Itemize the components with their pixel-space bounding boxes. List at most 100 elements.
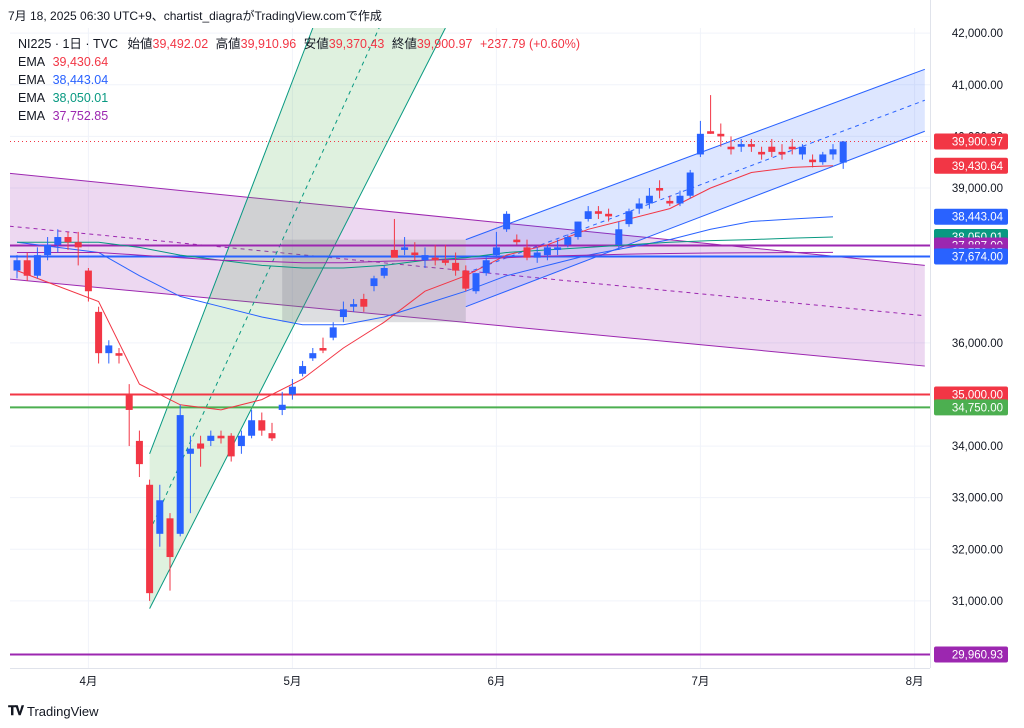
candle[interactable] bbox=[237, 435, 245, 447]
candle[interactable] bbox=[74, 242, 82, 248]
candle[interactable] bbox=[686, 172, 694, 196]
candle[interactable] bbox=[360, 298, 368, 307]
candle[interactable] bbox=[707, 131, 715, 134]
candle[interactable] bbox=[339, 309, 347, 318]
candle[interactable] bbox=[666, 200, 674, 204]
candle[interactable] bbox=[13, 260, 21, 271]
candle[interactable] bbox=[645, 195, 653, 204]
candle[interactable] bbox=[390, 249, 398, 258]
plot-area[interactable] bbox=[2, 28, 930, 668]
candle[interactable] bbox=[737, 144, 745, 147]
candle[interactable] bbox=[717, 133, 725, 137]
rising-blue-channel-upper-line[interactable] bbox=[465, 68, 925, 241]
candle[interactable] bbox=[207, 435, 215, 441]
candle[interactable] bbox=[105, 345, 113, 354]
price-label-badge[interactable] bbox=[934, 248, 1008, 265]
price-label-badge[interactable] bbox=[934, 157, 1008, 174]
ema-legend-row[interactable]: EMA 38,443.04 bbox=[18, 71, 584, 89]
candle[interactable] bbox=[33, 255, 41, 276]
candle[interactable] bbox=[676, 195, 684, 204]
candle[interactable] bbox=[605, 213, 613, 217]
candle[interactable] bbox=[370, 278, 378, 287]
candle[interactable] bbox=[44, 244, 52, 256]
candle[interactable] bbox=[727, 146, 735, 150]
candle[interactable] bbox=[64, 237, 72, 243]
candle[interactable] bbox=[115, 353, 123, 356]
symbol-label[interactable]: NI225 · 1日 · TVC bbox=[18, 37, 119, 51]
candle[interactable] bbox=[411, 252, 419, 256]
price-label-badge[interactable] bbox=[934, 646, 1008, 663]
candle[interactable] bbox=[656, 188, 664, 191]
ema-legend-row[interactable]: EMA 38,050.01 bbox=[18, 89, 584, 107]
ema-line[interactable] bbox=[16, 216, 834, 326]
candle[interactable] bbox=[23, 260, 31, 276]
candle[interactable] bbox=[533, 252, 541, 258]
candle[interactable] bbox=[197, 443, 205, 449]
candle[interactable] bbox=[258, 420, 266, 431]
candle[interactable] bbox=[809, 159, 817, 163]
descending-channel-lower-line[interactable] bbox=[2, 278, 925, 367]
candle[interactable] bbox=[125, 394, 133, 410]
candle[interactable] bbox=[482, 260, 490, 274]
candle[interactable] bbox=[503, 213, 511, 230]
candle[interactable] bbox=[635, 203, 643, 209]
candle[interactable] bbox=[278, 404, 286, 410]
candle[interactable] bbox=[350, 304, 358, 307]
candle[interactable] bbox=[248, 420, 256, 436]
rising-green-channel-upper-line[interactable] bbox=[149, 28, 314, 454]
candle[interactable] bbox=[227, 435, 235, 457]
candle[interactable] bbox=[166, 518, 174, 558]
candle[interactable] bbox=[462, 270, 470, 289]
candle[interactable] bbox=[778, 151, 786, 155]
candle[interactable] bbox=[84, 270, 92, 292]
candle[interactable] bbox=[299, 366, 307, 374]
candle[interactable] bbox=[584, 211, 592, 219]
candle[interactable] bbox=[441, 260, 449, 263]
candle[interactable] bbox=[513, 239, 521, 243]
candle[interactable] bbox=[554, 247, 562, 250]
candle[interactable] bbox=[95, 311, 103, 354]
price-label-badge[interactable] bbox=[934, 208, 1008, 225]
price-label-badge[interactable] bbox=[934, 399, 1008, 416]
rising-green-channel-lower-line[interactable] bbox=[149, 28, 446, 609]
ema-legend-row[interactable]: EMA 37,752.85 bbox=[18, 107, 584, 125]
candle[interactable] bbox=[788, 146, 796, 150]
candle[interactable] bbox=[543, 247, 551, 256]
price-label-badge[interactable] bbox=[934, 386, 1008, 403]
candle[interactable] bbox=[819, 154, 827, 163]
candle[interactable] bbox=[492, 247, 500, 256]
candle[interactable] bbox=[54, 237, 62, 245]
price-label-badge[interactable] bbox=[934, 133, 1008, 150]
descending-channel-upper-line[interactable] bbox=[2, 172, 925, 266]
candle[interactable] bbox=[146, 484, 154, 594]
candle[interactable] bbox=[798, 146, 806, 155]
candle[interactable] bbox=[747, 144, 755, 147]
candle[interactable] bbox=[268, 433, 276, 439]
candle[interactable] bbox=[594, 211, 602, 214]
candle[interactable] bbox=[156, 500, 164, 534]
candle[interactable] bbox=[329, 327, 337, 338]
candle[interactable] bbox=[431, 257, 439, 261]
candle[interactable] bbox=[135, 440, 143, 465]
candle[interactable] bbox=[401, 247, 409, 250]
candle[interactable] bbox=[176, 415, 184, 534]
candle[interactable] bbox=[696, 133, 704, 155]
candle[interactable] bbox=[217, 435, 225, 439]
candle[interactable] bbox=[452, 262, 460, 271]
candle[interactable] bbox=[758, 151, 766, 155]
candle[interactable] bbox=[839, 141, 847, 163]
candle[interactable] bbox=[380, 268, 388, 276]
ema-legend-row[interactable]: EMA 39,430.64 bbox=[18, 53, 584, 71]
candle[interactable] bbox=[186, 448, 194, 454]
candle[interactable] bbox=[472, 273, 480, 292]
ema-line[interactable] bbox=[16, 165, 834, 411]
candle[interactable] bbox=[574, 221, 582, 238]
candle[interactable] bbox=[625, 211, 633, 225]
candle[interactable] bbox=[615, 229, 623, 245]
candle[interactable] bbox=[288, 386, 296, 395]
tradingview-footer[interactable]: 𝐓𝐕 TradingView bbox=[8, 703, 99, 719]
candle[interactable] bbox=[319, 348, 327, 351]
candle[interactable] bbox=[421, 255, 429, 261]
candle[interactable] bbox=[768, 146, 776, 152]
